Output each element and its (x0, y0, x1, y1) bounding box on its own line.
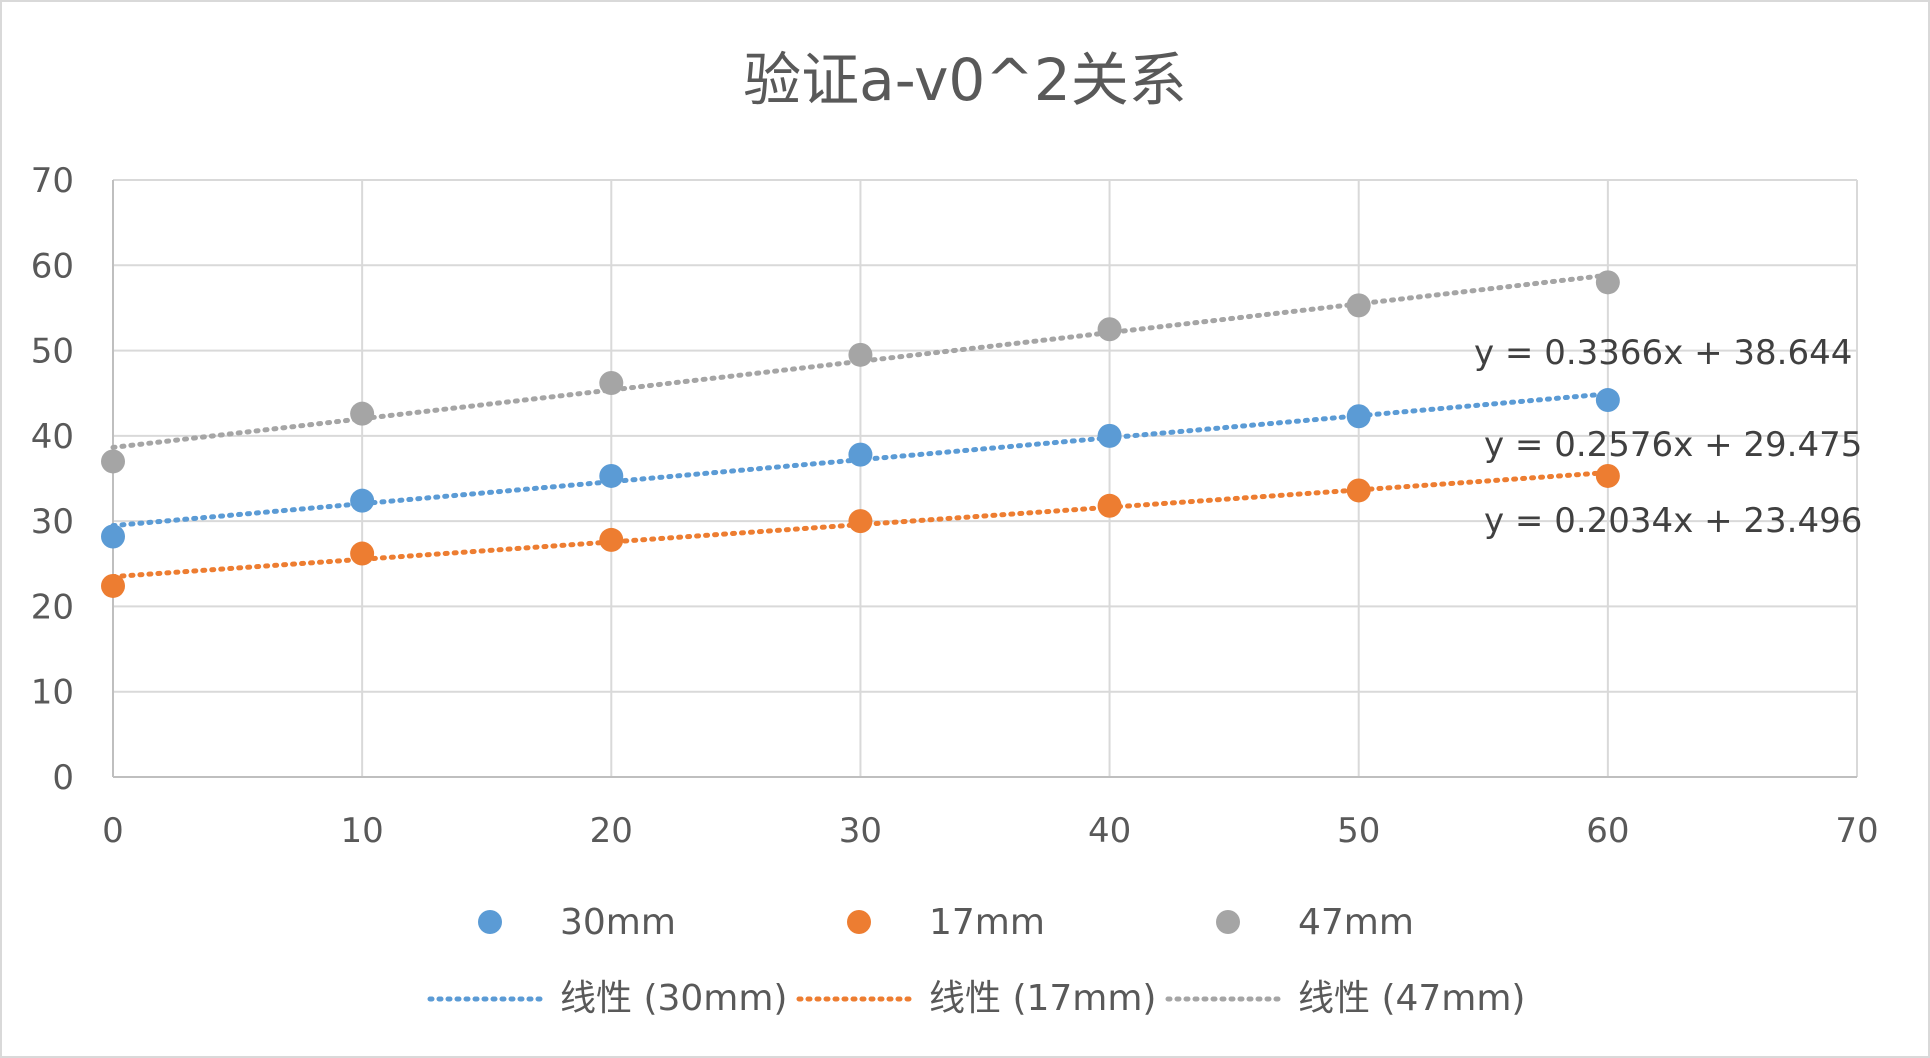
equation-layer: y = 0.2576x + 29.475 y = 0.2034x + 23.496… (1474, 333, 1862, 541)
legend-label-47mm: 47mm (1298, 902, 1414, 943)
legend: 30mm 17mm 47mm 线性 (30mm) 线性 (17mm) 线性 (47mm) (427, 902, 1525, 1019)
data-point-17mm (101, 573, 125, 598)
data-point-30mm (848, 442, 873, 467)
legend-trendline-label-17mm: 线性 (17mm) (929, 978, 1156, 1019)
data-point-47mm (1595, 270, 1620, 295)
x-tick-label: 70 (1835, 811, 1878, 851)
y-tick-label: 40 (31, 417, 74, 457)
data-point-17mm (599, 527, 624, 552)
x-tick-label: 0 (102, 811, 124, 851)
data-point-17mm (1097, 493, 1122, 518)
y-tick-label: 10 (31, 673, 74, 713)
y-tick-label: 0 (52, 758, 74, 798)
trendline-equation-30mm: y = 0.2576x + 29.475 (1484, 425, 1862, 465)
legend-label-30mm: 30mm (560, 902, 676, 943)
x-tick-label: 20 (590, 811, 633, 851)
point-layer (101, 270, 1620, 598)
legend-label-17mm: 17mm (929, 902, 1045, 943)
data-point-30mm (1346, 404, 1371, 429)
data-point-17mm (1346, 478, 1371, 503)
legend-trendline-label-30mm: 线性 (30mm) (560, 978, 787, 1019)
data-point-30mm (101, 524, 125, 549)
x-tick-label: 10 (341, 811, 384, 851)
data-point-17mm (1595, 463, 1620, 488)
data-point-47mm (848, 342, 873, 367)
data-point-30mm (1595, 388, 1620, 413)
chart-title: 验证a-v0^2关系 (743, 46, 1187, 114)
data-point-17mm (350, 541, 375, 566)
data-point-30mm (599, 463, 624, 488)
y-tick-label: 30 (31, 502, 74, 542)
data-point-47mm (350, 401, 375, 426)
grid-layer (112, 179, 1858, 778)
data-point-47mm (1097, 317, 1122, 342)
legend-trendline-label-47mm: 线性 (47mm) (1298, 978, 1525, 1019)
data-point-30mm (1097, 423, 1122, 448)
axis-layer: 0 10 20 30 40 50 60 70 0 10 20 30 40 50 60 70 (31, 161, 1879, 851)
data-point-47mm (1346, 293, 1371, 318)
data-point-47mm (101, 449, 125, 474)
y-tick-label: 60 (31, 246, 74, 286)
y-tick-label: 50 (31, 332, 74, 372)
legend-marker-30mm (478, 910, 502, 934)
data-point-47mm (599, 370, 624, 395)
trendline-equation-17mm: y = 0.2034x + 23.496 (1484, 501, 1862, 541)
y-tick-label: 20 (31, 587, 74, 627)
y-tick-label: 70 (31, 161, 74, 201)
legend-marker-47mm (1216, 910, 1240, 934)
x-tick-label: 30 (839, 811, 882, 851)
x-tick-label: 60 (1586, 811, 1629, 851)
data-point-30mm (350, 488, 375, 513)
data-point-17mm (848, 509, 873, 534)
x-tick-label: 40 (1088, 811, 1131, 851)
trendline-equation-47mm: y = 0.3366x + 38.644 (1474, 333, 1852, 373)
x-tick-label: 50 (1337, 811, 1380, 851)
legend-marker-17mm (847, 910, 871, 934)
